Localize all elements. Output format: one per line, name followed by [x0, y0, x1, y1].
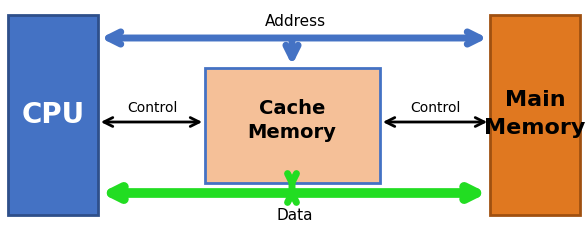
FancyBboxPatch shape — [8, 15, 98, 215]
Text: CPU: CPU — [22, 101, 84, 129]
FancyBboxPatch shape — [490, 15, 580, 215]
Text: Control: Control — [410, 101, 460, 115]
Text: Memory: Memory — [484, 118, 585, 138]
Text: Cache: Cache — [259, 98, 325, 118]
Text: Data: Data — [277, 208, 314, 222]
Text: Address: Address — [264, 14, 326, 30]
Text: Main: Main — [505, 90, 565, 110]
Text: Memory: Memory — [247, 122, 336, 142]
Text: Control: Control — [127, 101, 177, 115]
FancyBboxPatch shape — [205, 68, 380, 183]
